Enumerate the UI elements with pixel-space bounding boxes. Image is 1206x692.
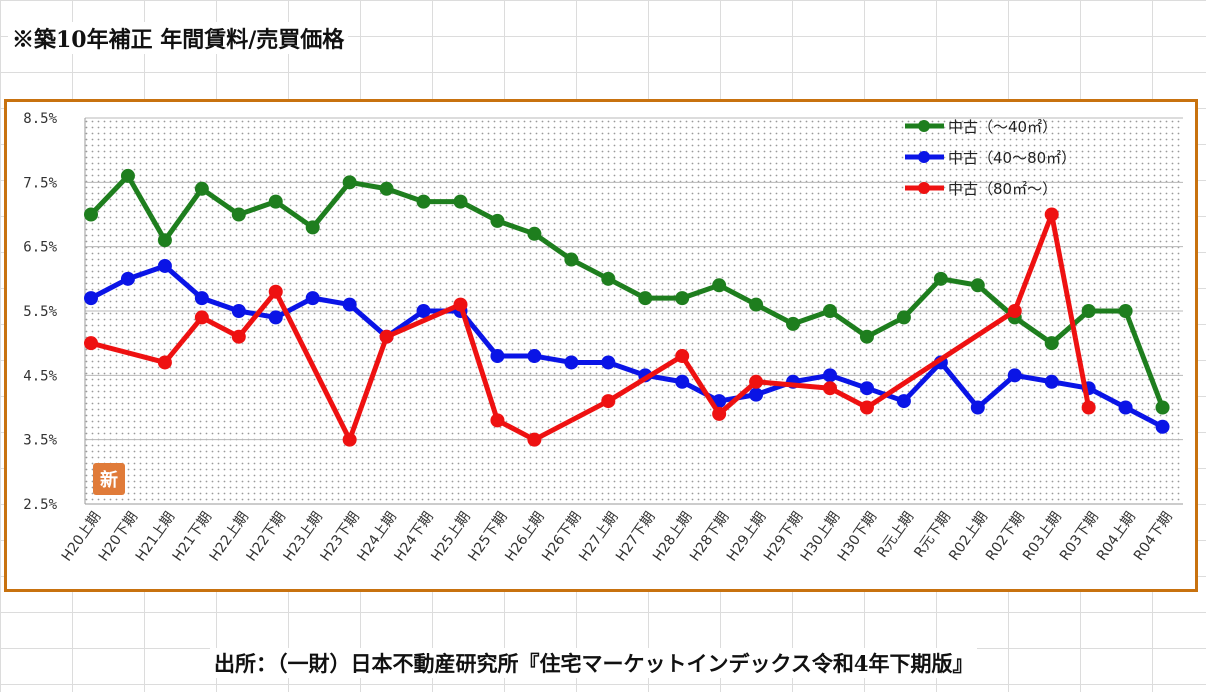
data-point	[786, 316, 801, 331]
data-point	[1118, 304, 1133, 318]
data-point	[638, 291, 653, 306]
legend-label: 中古（80㎡～）	[948, 180, 1057, 198]
data-point	[933, 271, 948, 286]
series-layer	[84, 168, 1170, 447]
y-tick-label: 5.5%	[23, 304, 57, 320]
data-point	[1007, 368, 1022, 383]
data-point	[859, 329, 874, 344]
chart-frame: 8.5% 7.5% 6.5% 5.5% 4.5% 3.5% 2.5% H20上期 H20下期 H…	[4, 99, 1198, 592]
y-tick-label: 3.5%	[23, 433, 57, 449]
data-point	[157, 258, 172, 273]
data-point	[194, 291, 209, 306]
data-point	[305, 220, 320, 235]
data-point	[490, 213, 505, 228]
data-point	[268, 284, 283, 299]
data-point	[859, 400, 874, 415]
data-point	[896, 394, 911, 409]
y-axis-ticks: 8.5% 7.5% 6.5% 5.5% 4.5% 3.5% 2.5%	[23, 111, 57, 513]
data-point	[231, 329, 246, 344]
data-point	[675, 291, 690, 306]
data-point	[1118, 400, 1133, 415]
page-title: ※築10年補正 年間賃料/売買価格	[8, 22, 349, 54]
data-point	[84, 291, 98, 306]
data-point	[564, 252, 579, 267]
data-point	[1044, 374, 1059, 389]
new-badge-text: 新	[100, 469, 118, 491]
x-tick-label: R元上期	[874, 509, 917, 561]
data-point	[527, 432, 542, 447]
source-caption: 出所：（一財）日本不動産研究所『住宅マーケットインデックス令和4年下期版』	[210, 648, 978, 678]
data-point	[1155, 419, 1170, 434]
y-tick-label: 8.5%	[23, 111, 57, 127]
data-point	[120, 168, 135, 183]
x-tick-label: R04下期	[1131, 509, 1176, 564]
data-point	[379, 329, 394, 344]
data-point	[970, 278, 985, 293]
y-tick-label: 6.5%	[23, 240, 57, 256]
data-point	[896, 310, 911, 325]
data-point	[379, 181, 394, 196]
data-point	[490, 413, 505, 428]
data-point	[342, 297, 357, 312]
data-point	[1007, 304, 1022, 318]
data-point	[157, 233, 172, 248]
data-point	[712, 406, 727, 421]
data-point	[194, 310, 209, 325]
line-chart: 8.5% 7.5% 6.5% 5.5% 4.5% 3.5% 2.5% H20上期H20下期H…	[23, 111, 1183, 564]
data-point	[601, 394, 616, 409]
data-point	[527, 226, 542, 241]
legend-marker	[918, 120, 930, 132]
legend-label: 中古（40～80㎡）	[948, 149, 1076, 167]
legend-label: 中古（～40㎡）	[948, 118, 1057, 136]
y-tick-label: 7.5%	[23, 175, 57, 191]
data-point	[1044, 336, 1059, 351]
data-point	[601, 271, 616, 286]
data-point	[342, 432, 357, 447]
data-point	[1044, 207, 1059, 222]
gridlines	[84, 117, 1183, 505]
series-3	[84, 207, 1096, 447]
x-axis-ticks: H20上期H20下期H21上期H21下期H22上期H22下期H23上期H23下期…	[59, 509, 1176, 564]
data-point	[120, 271, 135, 286]
data-point	[527, 349, 542, 364]
data-point	[84, 207, 98, 222]
legend-marker	[918, 151, 930, 163]
data-point	[1155, 400, 1170, 415]
new-badge: 新	[93, 463, 125, 495]
data-point	[749, 387, 764, 402]
data-point	[416, 194, 431, 209]
data-point	[675, 349, 690, 364]
y-tick-label: 4.5%	[23, 368, 57, 384]
data-point	[305, 291, 320, 306]
data-point	[342, 175, 357, 190]
data-point	[749, 374, 764, 389]
data-point	[268, 310, 283, 325]
data-point	[823, 381, 837, 396]
data-point	[564, 355, 579, 370]
data-point	[1081, 304, 1096, 318]
y-tick-label: 2.5%	[23, 497, 57, 513]
data-point	[859, 381, 874, 396]
data-point	[712, 278, 727, 293]
legend: 中古（～40㎡） 中古（40～80㎡） 中古（80㎡～）	[905, 118, 1076, 198]
data-point	[675, 374, 690, 389]
data-point	[416, 304, 431, 318]
data-point	[970, 400, 985, 415]
data-point	[231, 207, 246, 222]
data-point	[453, 297, 468, 312]
data-point	[268, 194, 283, 209]
data-point	[1081, 400, 1096, 415]
data-point	[194, 181, 209, 196]
data-point	[823, 304, 837, 318]
data-point	[84, 336, 98, 351]
data-point	[157, 355, 172, 370]
data-point	[453, 194, 468, 209]
data-point	[823, 368, 837, 383]
series-1	[84, 168, 1170, 415]
data-point	[490, 349, 505, 364]
data-point	[231, 304, 246, 318]
data-point	[601, 355, 616, 370]
legend-marker	[918, 182, 930, 194]
data-point	[749, 297, 764, 312]
